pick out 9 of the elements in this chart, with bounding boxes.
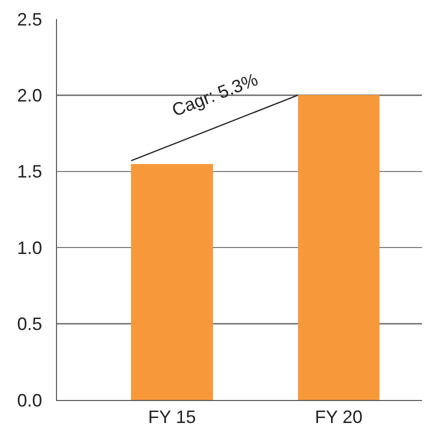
y-tick-label: 2.5 — [17, 9, 42, 30]
y-tick-label: 1.0 — [17, 238, 42, 258]
annotation: Cagr: 5.3% — [169, 69, 260, 120]
x-tick-label: FY 20 — [314, 406, 363, 427]
y-tick-label: 0.0 — [17, 390, 42, 410]
y-tick-label: 2.0 — [17, 86, 42, 106]
x-tick-label: FY 15 — [148, 406, 196, 427]
y-tick-label: 1.5 — [17, 162, 42, 182]
y-tick-label: 0.5 — [17, 314, 42, 334]
